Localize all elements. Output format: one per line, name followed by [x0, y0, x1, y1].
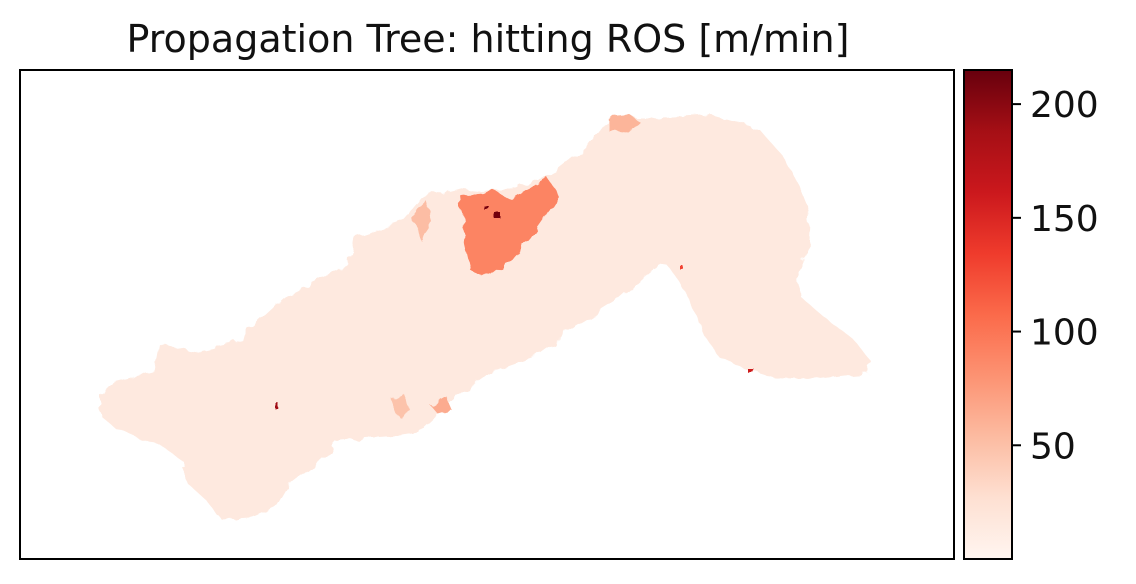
- peak-cell: [748, 369, 754, 373]
- burned-area: [100, 115, 872, 520]
- elevated-ros-patch: [460, 178, 558, 274]
- peak-cell: [482, 204, 487, 208]
- colorbar-tick-label: 200: [1030, 85, 1099, 126]
- edge-patch: [392, 394, 410, 416]
- colorbar-tick-label: 100: [1030, 313, 1099, 354]
- peak-cell: [680, 266, 684, 270]
- peak-cell: [276, 404, 280, 410]
- edge-patch: [430, 396, 452, 414]
- colorbar-gradient: [964, 70, 1012, 559]
- burned-area-lobe: [180, 465, 292, 520]
- colorbar-frame: [963, 69, 1013, 560]
- ridge-patch: [412, 200, 432, 240]
- colorbar-tick-label: 50: [1030, 426, 1076, 467]
- fire-map: [100, 115, 872, 520]
- map-frame: [19, 69, 955, 560]
- peak-cell: [494, 212, 500, 218]
- ridge-patch: [606, 115, 642, 134]
- colorbar: 50 100 150 200: [963, 69, 1099, 560]
- colorbar-tick-label: 150: [1030, 199, 1099, 240]
- chart-title: Propagation Tree: hitting ROS [m/min]: [127, 17, 850, 61]
